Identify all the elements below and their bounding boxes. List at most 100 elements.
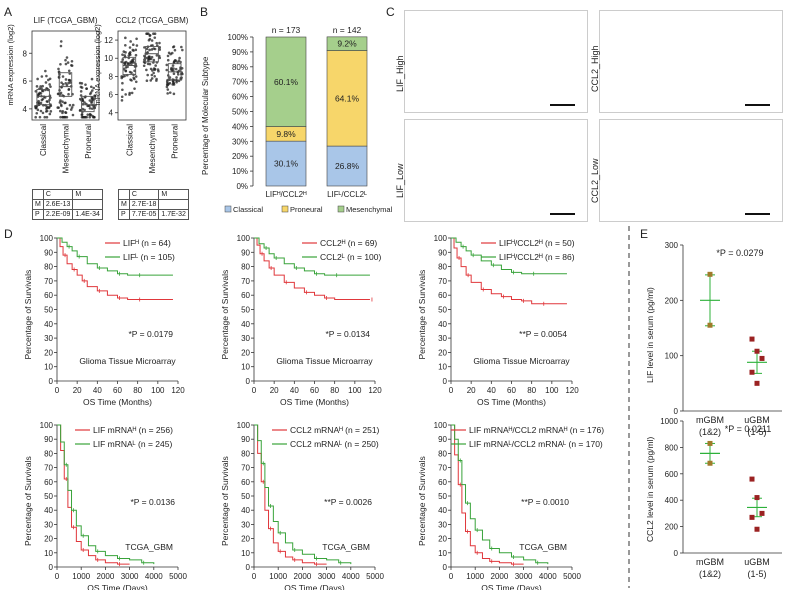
group-sublabel: (1&2): [699, 427, 721, 437]
y-axis-label: Percentage of Survivals: [417, 456, 427, 546]
y-tick-label: 100: [665, 352, 679, 361]
sample-point: [754, 526, 760, 532]
data-point: [67, 88, 71, 91]
data-point: [130, 71, 133, 74]
data-point: [64, 58, 67, 62]
data-point: [153, 36, 157, 39]
data-point: [121, 88, 124, 92]
x-tick-label: 120: [171, 386, 185, 395]
data-point: [132, 61, 136, 64]
scale-bar: [550, 213, 575, 215]
p-value-label: *P = 0.0136: [130, 497, 175, 507]
data-point: [36, 108, 40, 112]
data-point: [57, 67, 60, 71]
data-point: [69, 81, 72, 84]
segment-value-label: 30.1%: [274, 159, 299, 169]
data-point: [130, 91, 134, 95]
x-tick-label: 0: [55, 386, 60, 395]
data-point: [133, 87, 136, 90]
data-point: [178, 56, 181, 60]
data-point: [41, 111, 45, 115]
y-tick-label: 80: [44, 449, 53, 458]
y-tick-label: 6: [23, 77, 28, 86]
y-tick-label: 10: [438, 549, 447, 558]
y-tick-label: 70: [44, 277, 53, 286]
y-tick-label: 6: [109, 91, 114, 100]
y-tick-label: 20: [241, 348, 250, 357]
data-point: [70, 63, 73, 67]
data-point: [166, 54, 170, 58]
y-tick-label: 90: [438, 248, 447, 257]
legend-label: Mesenchymal: [346, 205, 393, 214]
data-point: [34, 106, 38, 110]
data-point: [61, 100, 64, 103]
km-curve-low: [57, 237, 173, 276]
km-curve-low: [254, 424, 352, 565]
data-point: [124, 43, 127, 47]
y-tick-label: 50: [241, 306, 250, 315]
legend-label: LIF mRNAᴸ (n = 245): [93, 439, 172, 449]
segment-value-label: 64.1%: [335, 93, 360, 103]
data-point: [129, 40, 132, 43]
y-tick-label: 70: [241, 464, 250, 473]
legend-label: LIF mRNAᴴ (n = 256): [93, 425, 173, 435]
y-tick-label: 80: [241, 449, 250, 458]
data-point: [85, 87, 88, 91]
y-tick-label: 40: [241, 320, 250, 329]
y-tick-label: 80: [438, 449, 447, 458]
sample-point: [707, 271, 713, 277]
y-tick-label: 70: [438, 277, 447, 286]
y-axis-label: Percentage of Survivals: [220, 456, 230, 546]
x-tick-label: 2000: [294, 572, 312, 581]
data-point: [45, 105, 49, 109]
sample-point: [754, 495, 760, 501]
y-tick-label: 40: [44, 320, 53, 329]
data-point: [152, 32, 155, 36]
category-label: Mesenchymal: [148, 124, 157, 174]
x-tick-label: 4000: [539, 572, 557, 581]
data-point: [123, 54, 127, 57]
y-tick-label: 90: [44, 248, 53, 257]
y-tick-label: 50: [241, 492, 250, 501]
sample-point: [707, 460, 713, 466]
legend-label: LIFᴴ/CCL2ᴴ (n = 86): [499, 252, 575, 262]
group-sublabel: (1-5): [747, 427, 766, 437]
data-point: [67, 69, 71, 73]
data-point: [120, 99, 124, 102]
x-tick-label: 20: [270, 386, 279, 395]
y-tick-label: 20: [438, 348, 447, 357]
data-point: [130, 62, 133, 65]
x-tick-label: 1000: [72, 572, 90, 581]
data-point: [169, 52, 172, 56]
data-point: [121, 81, 124, 85]
data-point: [155, 41, 158, 45]
data-point: [64, 78, 68, 81]
data-point: [150, 39, 154, 42]
data-point: [35, 85, 39, 88]
bar-n-label: n = 173: [272, 25, 301, 35]
data-point: [124, 36, 127, 40]
data-point: [70, 60, 74, 63]
data-point: [165, 63, 169, 67]
box-classical: [36, 88, 50, 106]
data-point: [89, 85, 93, 89]
micrograph-lif-high: [404, 10, 588, 113]
km-curve-high: [254, 424, 327, 565]
data-point: [49, 85, 52, 88]
x-tick-label: 20: [467, 386, 476, 395]
data-point: [65, 115, 69, 119]
data-point: [130, 79, 133, 82]
sample-point: [749, 514, 755, 520]
y-tick-label: 100: [40, 234, 54, 243]
data-point: [39, 92, 43, 95]
stacked-bar-ylabel: Percentage of Molecular Subtype: [201, 56, 210, 175]
y-tick-label: 100: [237, 421, 251, 430]
x-tick-label: 3000: [515, 572, 533, 581]
cohort-annotation: Glioma Tissue Microarray: [79, 356, 176, 366]
y-tick-label: 40: [241, 506, 250, 515]
data-point: [45, 107, 48, 111]
data-point: [59, 44, 63, 48]
box-plot-title-0: LIF (TCGA_GBM): [33, 16, 97, 25]
y-tick-label: 30: [44, 334, 53, 343]
label-lif-low: LIF_Low: [395, 163, 405, 198]
